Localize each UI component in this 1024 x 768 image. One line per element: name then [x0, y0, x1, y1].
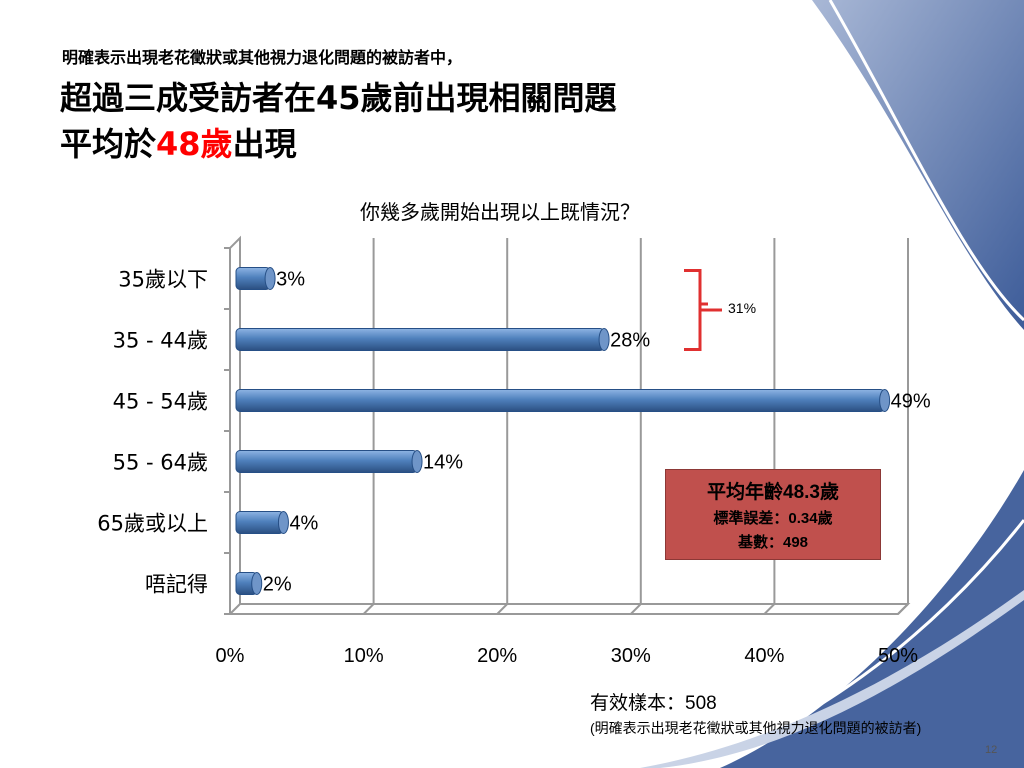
value-label: 49%: [891, 391, 931, 413]
bar: [235, 511, 284, 534]
heading-accent-age: 48歲: [156, 125, 233, 163]
sample-note: (明確表示出現老花徵狀或其他視力退化問題的被訪者): [590, 720, 922, 736]
bracket: [684, 269, 708, 351]
stats-base: 基數：498: [737, 534, 809, 551]
value-label: 4%: [289, 513, 318, 535]
bar: [235, 389, 886, 412]
heading-line-2-prefix: 平均於: [60, 125, 157, 163]
sub-heading: 明確表示出現老花徵狀或其他視力退化問題的被訪者中，: [62, 48, 463, 67]
bar: [235, 450, 418, 473]
gridline-floor: [630, 603, 642, 615]
heading-line-2: 平均於48歲出現: [60, 121, 617, 167]
bar-end-cap: [264, 267, 276, 290]
main-heading: 超過三成受訪者在45歲前出現相關問題 平均於48歲出現: [60, 75, 617, 167]
stats-mean-age: 平均年齡48.3歲: [707, 482, 839, 503]
value-label: 14%: [423, 452, 463, 474]
chart-floor: [230, 603, 911, 615]
stats-std-error: 標準誤差：0.34歲: [713, 510, 833, 527]
heading-line-2-suffix: 出現: [232, 125, 297, 163]
bracket-label: 31%: [728, 300, 757, 316]
category-label: 35 - 44歲: [113, 329, 208, 353]
category-label: 35歲以下: [118, 268, 208, 292]
value-label: 2%: [263, 574, 292, 596]
bar-end-cap: [277, 511, 289, 534]
x-tick-label: 50%: [878, 645, 918, 667]
x-tick-label: 0%: [216, 645, 245, 667]
bar-end-cap: [879, 389, 891, 412]
gridline-floor: [763, 603, 776, 615]
x-tick-label: 30%: [611, 645, 651, 667]
value-label: 3%: [276, 269, 305, 291]
category-label: 45 - 54歲: [113, 390, 208, 414]
sample-size: 有效樣本：508: [590, 693, 717, 714]
gridline-floor: [496, 603, 508, 615]
x-tick-label: 40%: [744, 645, 784, 667]
bar-end-cap: [411, 450, 423, 473]
gridline-floor: [897, 603, 909, 615]
category-label: 55 - 64歲: [113, 451, 208, 475]
bar: [235, 328, 605, 351]
x-tick-label: 20%: [477, 645, 517, 667]
page-number: 12: [985, 744, 998, 756]
gridline-floor: [362, 603, 375, 615]
category-label: 唔記得: [145, 573, 208, 597]
heading-line-1: 超過三成受訪者在45歲前出現相關問題: [60, 79, 617, 117]
chart-back-wall: [229, 235, 241, 614]
value-label: 28%: [610, 330, 650, 352]
bar-end-cap: [598, 328, 610, 351]
stats-box: 平均年齡48.3歲 標準誤差：0.34歲 基數：498: [665, 469, 881, 560]
category-label: 65歲或以上: [97, 512, 208, 536]
gridline-floor: [229, 603, 241, 615]
bar-end-cap: [251, 572, 263, 595]
x-tick-label: 10%: [344, 645, 384, 667]
chart-title: 你幾多歲開始出現以上既情況？: [360, 200, 640, 224]
